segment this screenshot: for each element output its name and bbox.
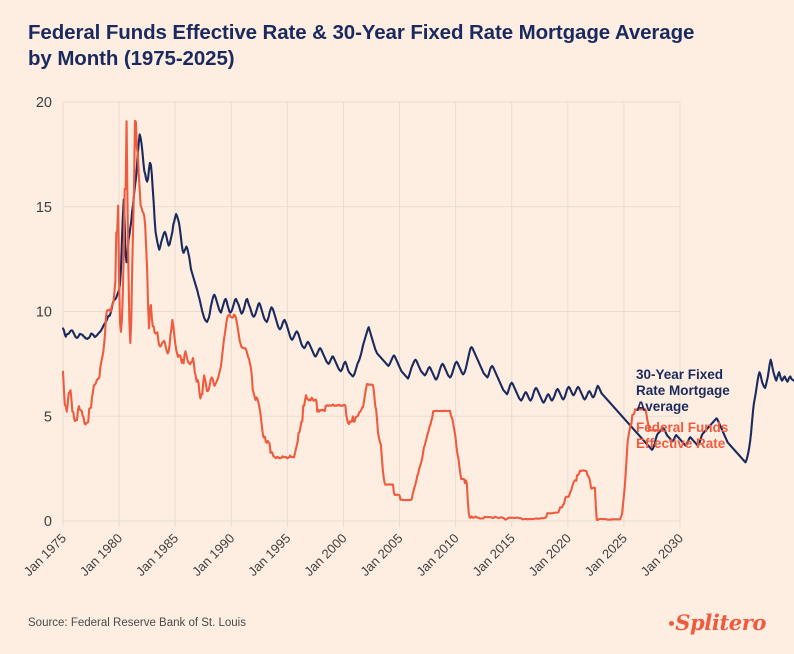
logo-dot-icon <box>669 621 675 626</box>
legend-item-fedfunds: Federal Funds Effective Rate <box>636 420 786 452</box>
x-tick-label: Jan 2000 <box>301 531 349 579</box>
x-tick-label: Jan 2005 <box>357 531 405 579</box>
legend-item-mortgage: 30-Year Fixed Rate Mortgage Average <box>636 367 786 415</box>
x-tick-label: Jan 2030 <box>638 531 686 579</box>
y-axis-tick-labels: 0 5 10 15 20 <box>36 95 52 530</box>
legend-mortgage-line-1: 30-Year Fixed <box>636 367 724 382</box>
y-tick-label: 0 <box>44 514 52 530</box>
title-line-1: Federal Funds Effective Rate & 30-Year F… <box>28 21 695 44</box>
gridlines-group <box>62 101 681 527</box>
page-title: Federal Funds Effective Rate & 30-Year F… <box>28 20 768 72</box>
y-tick-label: 20 <box>36 95 52 111</box>
series-line <box>61 133 794 464</box>
legend-fedfunds-line-2: Effective Rate <box>636 435 726 451</box>
series-line <box>61 119 661 521</box>
x-tick-label: Jan 2015 <box>469 531 517 579</box>
y-tick-label: 15 <box>36 200 52 216</box>
x-tick-label: Jan 2020 <box>526 531 574 579</box>
legend-mortgage-line-2: Rate Mortgage <box>636 382 730 398</box>
legend-mortgage-line-3: Average <box>636 398 689 414</box>
x-axis-tick-labels: Jan 1975 Jan 1980 Jan 1985 Jan 1990 Jan 1995… <box>21 531 686 579</box>
x-tick-label: Jan 1985 <box>133 531 181 579</box>
legend-fedfunds-line-1: Federal Funds <box>636 420 729 435</box>
series-lines-group <box>61 119 794 521</box>
x-tick-label: Jan 2025 <box>582 531 630 579</box>
y-tick-label: 5 <box>44 409 52 425</box>
title-line-2: by Month (1975-2025) <box>28 47 235 71</box>
source-note: Source: Federal Reserve Bank of St. Loui… <box>28 617 246 629</box>
splitero-logo: Splitero <box>669 610 766 635</box>
x-tick-label: Jan 1980 <box>77 531 125 579</box>
x-tick-label: Jan 2010 <box>413 531 461 579</box>
y-tick-label: 10 <box>36 305 52 321</box>
brand-name: Splitero <box>675 610 766 635</box>
x-tick-label: Jan 1995 <box>245 531 293 579</box>
x-tick-label: Jan 1990 <box>189 531 237 579</box>
x-tick-label: Jan 1975 <box>21 531 69 579</box>
